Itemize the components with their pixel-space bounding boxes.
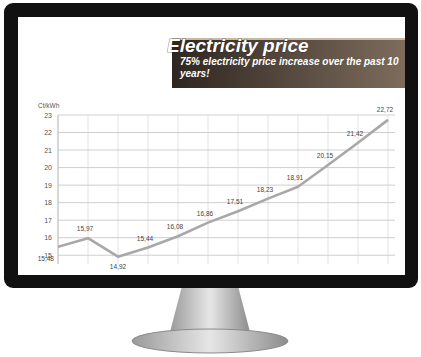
grid-line-y xyxy=(58,220,395,221)
page: 151617181920212223Ct/kWh15,4815,9714,921… xyxy=(0,0,421,357)
monitor-screen xyxy=(18,17,405,275)
grid-line-x xyxy=(178,115,179,264)
grid-line-x xyxy=(328,115,329,264)
data-label: 14,92 xyxy=(110,263,127,270)
y-tick-label: 16 xyxy=(44,234,52,241)
data-label: 17,51 xyxy=(227,198,244,205)
title: Electricity price xyxy=(167,35,309,56)
y-tick-label: 21 xyxy=(44,147,52,154)
price-line xyxy=(58,120,388,257)
data-label: 16,08 xyxy=(167,223,184,230)
grid-line-y xyxy=(58,237,395,238)
monitor-base xyxy=(132,329,288,353)
grid-line-y xyxy=(58,255,395,256)
y-axis xyxy=(58,115,59,264)
y-tick-label: 17 xyxy=(44,217,52,224)
grid-line-x xyxy=(88,115,89,264)
grid-line-x xyxy=(358,115,359,264)
grid-line-x xyxy=(208,115,209,264)
line-group xyxy=(58,120,388,257)
grid-line-x xyxy=(118,115,119,264)
grid-line-x xyxy=(238,115,239,264)
grid-line-y xyxy=(58,185,395,186)
y-tick-label: 23 xyxy=(44,112,52,119)
data-label: 15,48 xyxy=(38,255,55,262)
data-label: 15,97 xyxy=(77,225,94,232)
data-label: 22,72 xyxy=(377,106,394,113)
monitor-chart: 151617181920212223Ct/kWh15,4815,9714,921… xyxy=(0,0,421,357)
y-tick-label: 22 xyxy=(44,129,52,136)
grid-line-x xyxy=(148,115,149,264)
grid-line-y xyxy=(58,167,395,168)
y-tick-label: 19 xyxy=(44,182,52,189)
grid-line-y xyxy=(58,150,395,151)
grid-line-y xyxy=(58,132,395,133)
monitor-neck xyxy=(170,286,250,332)
grid-line-y xyxy=(58,115,395,116)
data-label: 21,42 xyxy=(347,130,364,137)
data-label: 15,44 xyxy=(137,235,154,242)
y-axis-label: Ct/kWh xyxy=(38,102,60,109)
grid-line-x xyxy=(58,115,59,264)
grid-line-x xyxy=(388,115,389,264)
data-label: 18,23 xyxy=(257,186,274,193)
subtitle: 75% electricity price increase over the … xyxy=(180,56,402,80)
y-tick-label: 18 xyxy=(44,199,52,206)
y-tick-label: 20 xyxy=(44,164,52,171)
grid-line-x xyxy=(298,115,299,264)
data-label: 18,91 xyxy=(287,174,304,181)
monitor-bezel xyxy=(4,3,418,288)
data-label: 16,86 xyxy=(197,210,214,217)
data-label: 20,15 xyxy=(317,152,334,159)
